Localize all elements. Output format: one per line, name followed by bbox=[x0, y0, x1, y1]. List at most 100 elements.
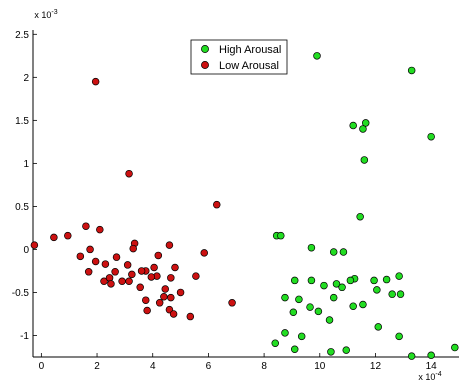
data-point-low-arousal bbox=[154, 251, 163, 260]
data-point-high-arousal bbox=[373, 286, 381, 294]
data-point-low-arousal bbox=[167, 274, 175, 282]
data-point-low-arousal bbox=[171, 263, 179, 272]
data-point-high-arousal bbox=[349, 121, 357, 130]
data-point-high-arousal bbox=[359, 300, 367, 309]
data-point-low-arousal bbox=[213, 200, 221, 209]
data-point-low-arousal bbox=[86, 245, 94, 254]
data-point-low-arousal bbox=[64, 231, 72, 240]
data-point-low-arousal bbox=[155, 299, 164, 307]
data-point-high-arousal bbox=[289, 308, 298, 317]
data-point-low-arousal bbox=[118, 277, 126, 286]
data-point-high-arousal bbox=[327, 348, 335, 356]
data-point-high-arousal bbox=[313, 52, 321, 60]
data-point-low-arousal bbox=[76, 252, 85, 261]
plot-axes bbox=[32, 30, 459, 358]
data-point-low-arousal bbox=[50, 233, 58, 242]
data-point-high-arousal bbox=[338, 283, 346, 292]
data-point-low-arousal bbox=[112, 253, 121, 261]
data-point-high-arousal bbox=[307, 276, 316, 285]
data-point-high-arousal bbox=[320, 281, 328, 290]
data-points bbox=[30, 52, 459, 360]
data-point-high-arousal bbox=[307, 243, 316, 252]
legend-marker-high-arousal bbox=[201, 45, 209, 53]
data-point-high-arousal bbox=[395, 272, 403, 280]
legend-marker-low-arousal bbox=[201, 61, 209, 69]
data-point-high-arousal bbox=[451, 343, 459, 352]
data-point-high-arousal bbox=[332, 280, 341, 288]
data-point-low-arousal bbox=[228, 299, 236, 307]
y-tick-label: 2 bbox=[23, 73, 29, 84]
data-point-high-arousal bbox=[359, 125, 367, 133]
data-point-high-arousal bbox=[306, 303, 314, 311]
data-point-high-arousal bbox=[396, 290, 405, 298]
y-tick-label: 0.5 bbox=[15, 202, 29, 213]
data-point-high-arousal bbox=[360, 156, 369, 164]
data-point-low-arousal bbox=[123, 261, 132, 269]
data-point-high-arousal bbox=[382, 275, 391, 284]
data-point-low-arousal bbox=[91, 257, 100, 266]
data-point-high-arousal bbox=[281, 329, 289, 337]
axis-ticks: 0 2 4 6 8 10 12 14 -1 -0.5 0 0.5 1 1.5 2 2.5 bbox=[12, 30, 437, 372]
y-tick-label: 0 bbox=[23, 245, 29, 256]
y-tick-label: 2.5 bbox=[15, 30, 29, 41]
data-point-high-arousal bbox=[388, 290, 396, 298]
legend: High Arousal Low Arousal bbox=[190, 39, 288, 75]
x-tick-label: 12 bbox=[370, 361, 382, 372]
data-point-high-arousal bbox=[407, 352, 416, 360]
x-tick-label: 10 bbox=[314, 361, 326, 372]
data-point-low-arousal bbox=[150, 263, 158, 272]
x-tick-label: 2 bbox=[94, 361, 100, 372]
data-point-high-arousal bbox=[370, 276, 378, 285]
data-point-low-arousal bbox=[143, 306, 151, 315]
x-tick-label: 14 bbox=[426, 361, 438, 372]
data-point-high-arousal bbox=[427, 132, 435, 141]
data-point-low-arousal bbox=[100, 277, 108, 286]
data-point-low-arousal bbox=[165, 241, 174, 249]
y-tick-label: -1 bbox=[20, 331, 29, 342]
data-point-low-arousal bbox=[142, 296, 150, 304]
y-axis-multiplier-label: x 10-3 bbox=[34, 9, 57, 20]
data-point-low-arousal bbox=[30, 241, 39, 249]
data-point-high-arousal bbox=[271, 339, 279, 347]
x-tick-label: 6 bbox=[206, 361, 212, 372]
data-point-low-arousal bbox=[82, 222, 90, 230]
data-point-high-arousal bbox=[374, 323, 383, 331]
data-point-high-arousal bbox=[290, 345, 299, 354]
y-tick-label: 1.5 bbox=[15, 116, 29, 127]
legend-label-high-arousal: High Arousal bbox=[219, 44, 281, 56]
data-point-high-arousal bbox=[290, 276, 299, 285]
data-point-high-arousal bbox=[325, 316, 334, 324]
data-point-high-arousal bbox=[329, 293, 338, 302]
data-point-high-arousal bbox=[361, 119, 370, 127]
x-tick-label: 4 bbox=[150, 361, 156, 372]
data-point-low-arousal bbox=[105, 274, 114, 282]
data-point-low-arousal bbox=[101, 260, 110, 268]
y-tick-label: -0.5 bbox=[12, 288, 30, 299]
data-point-high-arousal bbox=[297, 332, 306, 341]
data-point-high-arousal bbox=[339, 248, 348, 256]
data-point-high-arousal bbox=[349, 302, 357, 310]
data-point-low-arousal bbox=[91, 77, 100, 86]
data-point-low-arousal bbox=[147, 273, 156, 281]
data-point-high-arousal bbox=[329, 248, 338, 256]
data-point-low-arousal bbox=[200, 249, 208, 257]
x-tick-label: 0 bbox=[39, 361, 45, 372]
data-point-high-arousal bbox=[395, 332, 403, 341]
data-point-high-arousal bbox=[356, 212, 364, 221]
data-point-low-arousal bbox=[176, 288, 185, 297]
data-point-low-arousal bbox=[137, 267, 146, 275]
y-tick-label: 1 bbox=[23, 159, 29, 170]
data-point-low-arousal bbox=[96, 225, 104, 234]
data-point-high-arousal bbox=[314, 307, 323, 316]
x-tick-label: 8 bbox=[261, 361, 267, 372]
data-point-low-arousal bbox=[192, 272, 200, 280]
data-point-high-arousal bbox=[281, 293, 289, 302]
data-point-low-arousal bbox=[84, 268, 93, 276]
data-point-low-arousal bbox=[169, 310, 178, 318]
legend-label-low-arousal: Low Arousal bbox=[219, 60, 279, 72]
data-point-low-arousal bbox=[186, 312, 195, 321]
data-point-low-arousal bbox=[107, 280, 115, 288]
data-point-low-arousal bbox=[128, 270, 136, 279]
data-point-low-arousal bbox=[125, 169, 133, 178]
